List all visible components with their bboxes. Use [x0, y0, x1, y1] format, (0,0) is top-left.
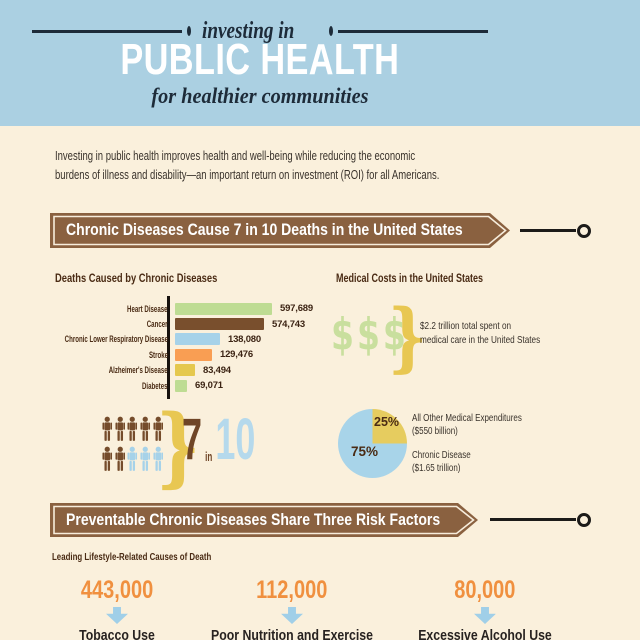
bar-row: Diabetes 69,071	[55, 378, 313, 393]
pie-legend-other: All Other Medical Expenditures ($550 bil…	[412, 413, 522, 437]
intro-paragraph: Investing in public health improves heal…	[55, 149, 440, 182]
masthead: investing in PUBLIC HEALTH for healthier…	[0, 0, 640, 126]
cause-label: Poor Nutrition and Exercise	[211, 627, 373, 640]
ratio-connector: in	[205, 449, 213, 464]
dollar-signs-icon: $$$	[331, 309, 409, 360]
pie-slice-label-25: 25%	[374, 415, 400, 429]
down-arrow-icon	[280, 607, 303, 624]
deaths-bar-chart: Heart Disease 597,689 Cancer 574,743 Chronic…	[55, 301, 313, 393]
ring-ornament-left	[187, 26, 192, 36]
masthead-ornament-row: investing in	[32, 17, 488, 44]
decorative-rule-right	[337, 29, 488, 33]
bar-category-label: Cancer	[147, 319, 168, 330]
person-icon	[153, 446, 163, 471]
bar	[175, 379, 187, 392]
banner-connector-line	[520, 229, 576, 232]
ratio-numerator: 7	[182, 407, 203, 473]
person-icon	[127, 446, 138, 471]
person-icon	[115, 416, 125, 441]
bar	[175, 333, 220, 346]
person-icon	[140, 416, 151, 441]
section-banner-risks-ribbon	[50, 503, 478, 537]
medical-costs-pie-chart	[338, 409, 407, 478]
bar	[175, 318, 264, 331]
bar-chart-axis	[167, 296, 170, 399]
cause-label: Excessive Alcohol Use	[418, 627, 552, 640]
costs-text: $2.2 trillion total spent on medical car…	[420, 320, 541, 346]
decorative-rule-left	[32, 29, 183, 33]
person-icon	[102, 446, 113, 471]
cause-label: Tobacco Use	[79, 627, 155, 640]
bar	[175, 302, 272, 315]
person-icon	[153, 416, 163, 441]
bar-row: Chronic Lower Respiratory Disease 138,080	[55, 332, 313, 347]
page-subtitle: for healthier communities	[151, 83, 369, 108]
page-title: PUBLIC HEALTH	[120, 35, 400, 84]
medical-costs-heading: Medical Costs in the United States	[336, 271, 484, 285]
pie-slice-label-75: 75%	[351, 444, 379, 459]
ring-ornament-right	[328, 26, 333, 36]
banner-connector-ring	[577, 513, 591, 527]
risks-heading: Leading Lifestyle-Related Causes of Deat…	[52, 551, 212, 563]
cause-value: 80,000	[454, 576, 516, 604]
bar-category-label: Heart Disease	[127, 303, 168, 314]
section-banner-deaths-ribbon	[50, 213, 510, 248]
down-arrow-icon	[106, 607, 128, 624]
bar-value-label: 69,071	[195, 380, 223, 392]
bar-value-label: 138,080	[228, 333, 261, 345]
cause-alcohol: 80,000 Excessive Alcohol Use	[404, 578, 567, 640]
bar-value-label: 129,476	[220, 349, 253, 361]
bar-category-label: Chronic Lower Respiratory Disease	[64, 334, 168, 345]
bar-value-label: 597,689	[280, 303, 313, 315]
people-brace: }	[156, 396, 201, 497]
person-icon	[102, 416, 113, 441]
pie-legend-chronic: Chronic Disease ($1.65 trillion)	[412, 450, 471, 474]
bar-category-label: Stroke	[148, 349, 168, 360]
bar-row: Heart Disease 597,689	[55, 301, 313, 316]
cause-tobacco: 443,000 Tobacco Use	[71, 578, 163, 640]
deaths-chart-heading: Deaths Caused by Chronic Diseases	[55, 271, 218, 285]
bar-row: Cancer 574,743	[55, 316, 313, 331]
people-pictogram-row-1	[102, 416, 163, 442]
section-banner-risks-title: Preventable Chronic Diseases Share Three…	[66, 511, 441, 529]
bar-category-label: Diabetes	[142, 380, 168, 391]
section-banner-deaths-title: Chronic Diseases Cause 7 in 10 Deaths in…	[66, 221, 463, 239]
bar-row: Stroke 129,476	[55, 347, 313, 362]
bar-row: Alzheimer's Disease 83,494	[55, 363, 313, 378]
people-pictogram-row-2	[102, 446, 163, 472]
masthead-eyebrow: investing in	[202, 17, 295, 44]
banner-connector-line	[490, 518, 576, 521]
bar-value-label: 574,743	[272, 318, 305, 330]
person-icon	[140, 446, 151, 471]
seven-in-ten-stat: 7 in 10	[182, 407, 256, 473]
down-arrow-icon	[474, 607, 496, 624]
cause-nutrition: 112,000 Poor Nutrition and Exercise	[193, 578, 391, 640]
person-icon	[115, 446, 125, 471]
bar-value-label: 83,494	[203, 364, 231, 376]
cause-value: 443,000	[80, 576, 154, 604]
costs-brace: }	[388, 293, 428, 381]
person-icon	[127, 416, 138, 441]
cause-value: 112,000	[256, 576, 328, 604]
bar	[175, 348, 212, 361]
banner-connector-ring	[577, 224, 591, 238]
ratio-denominator: 10	[215, 407, 256, 473]
bar	[175, 364, 195, 377]
bar-category-label: Alzheimer's Disease	[109, 365, 168, 376]
